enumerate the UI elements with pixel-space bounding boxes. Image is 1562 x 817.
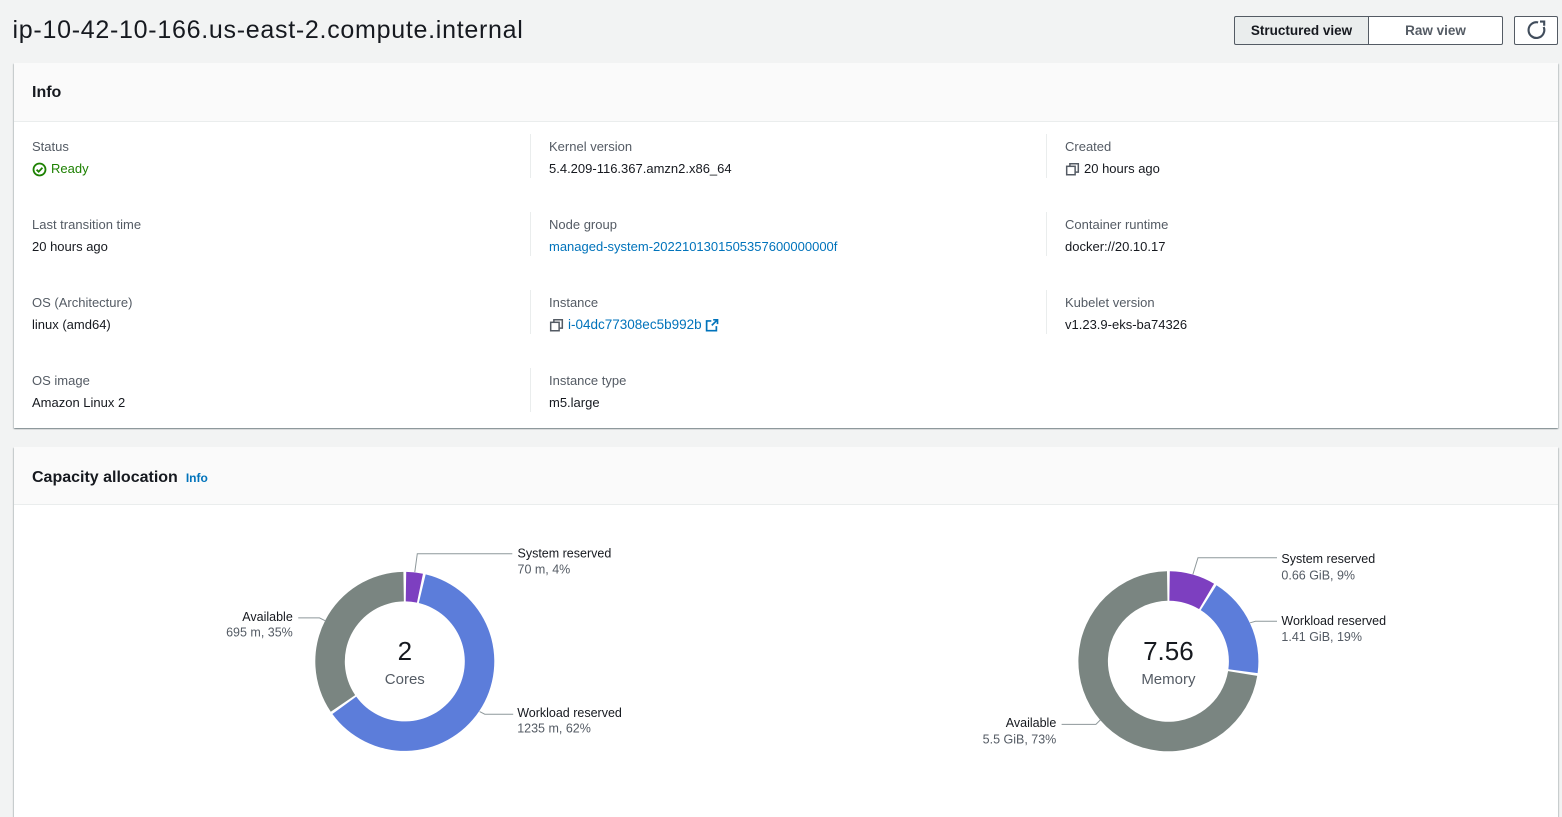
svg-text:Memory: Memory	[1141, 671, 1196, 688]
svg-text:2: 2	[398, 636, 412, 666]
svg-text:System reserved: System reserved	[1281, 552, 1375, 566]
svg-text:1235 m, 62%: 1235 m, 62%	[517, 721, 591, 735]
svg-text:Available: Available	[1006, 716, 1057, 730]
svg-text:Workload reserved: Workload reserved	[1281, 614, 1386, 628]
svg-text:System reserved: System reserved	[518, 546, 612, 560]
svg-text:Workload reserved: Workload reserved	[517, 706, 622, 720]
svg-text:1.41 GiB, 19%: 1.41 GiB, 19%	[1281, 630, 1362, 644]
svg-text:7.56: 7.56	[1143, 636, 1194, 666]
svg-text:70 m, 4%: 70 m, 4%	[518, 563, 571, 577]
svg-text:Cores: Cores	[385, 671, 425, 688]
svg-text:5.5 GiB, 73%: 5.5 GiB, 73%	[983, 733, 1057, 747]
svg-text:0.66 GiB, 9%: 0.66 GiB, 9%	[1281, 569, 1355, 583]
svg-text:695 m, 35%: 695 m, 35%	[226, 626, 293, 640]
svg-text:Available: Available	[242, 610, 293, 624]
